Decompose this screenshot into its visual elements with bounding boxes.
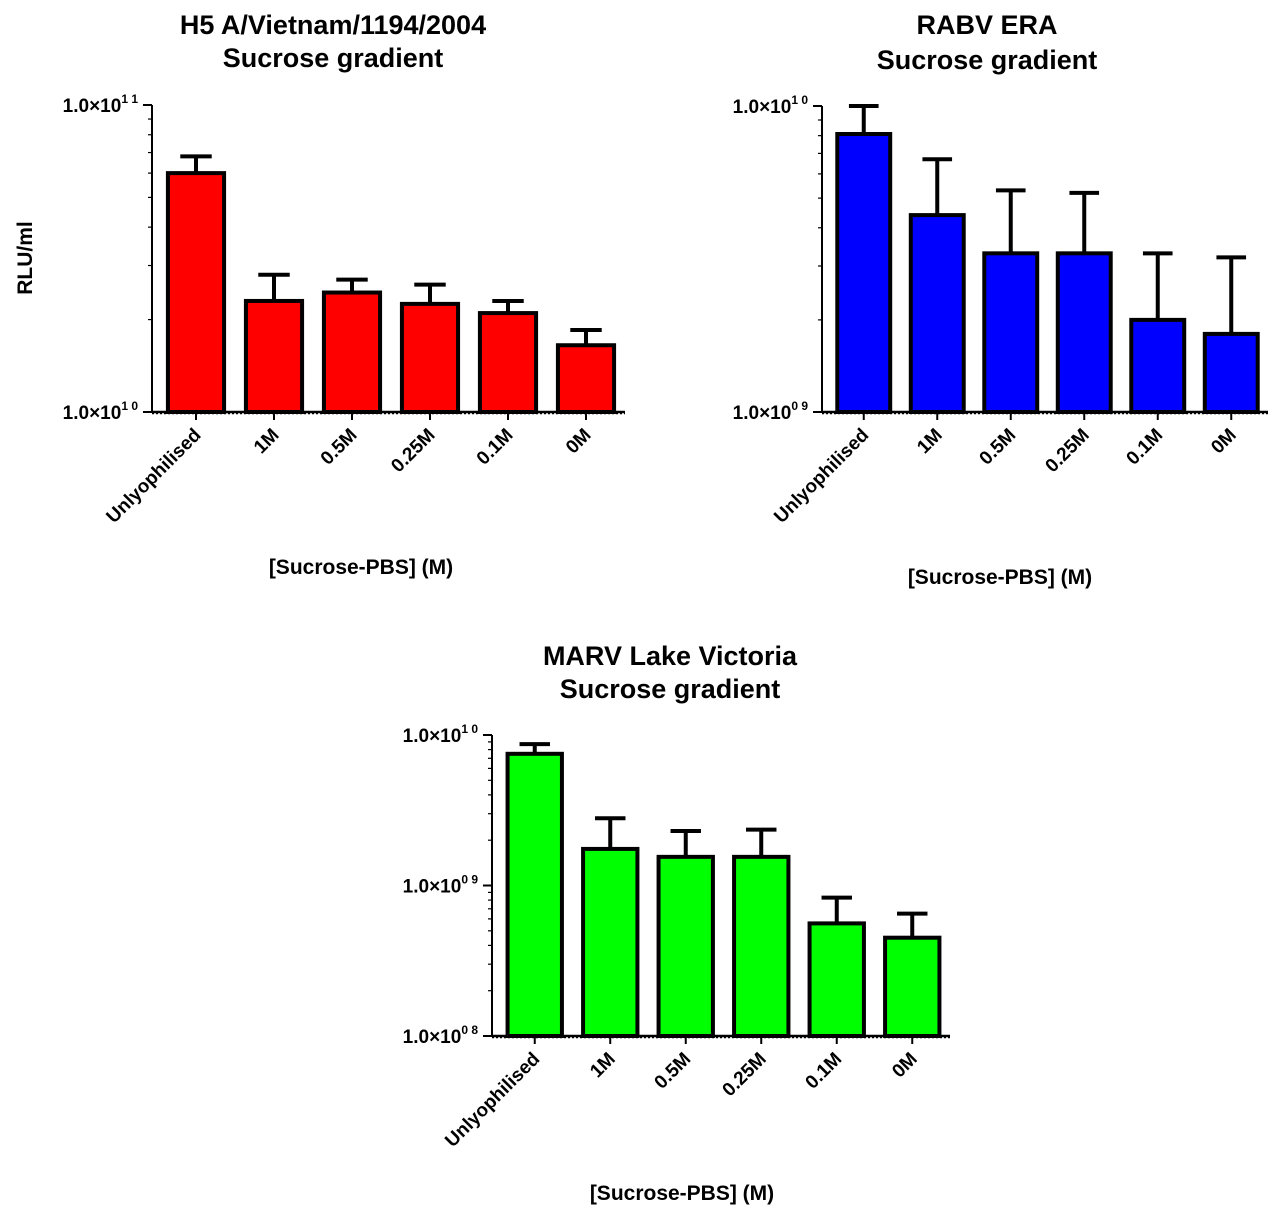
bar bbox=[1129, 317, 1187, 415]
bar bbox=[555, 343, 617, 414]
x-category-label: 0.1M bbox=[802, 1049, 847, 1094]
x-category-label: 1M bbox=[586, 1049, 620, 1083]
y-tick-exponent: 0 8 bbox=[461, 1023, 478, 1037]
x-category-label: 0.25M bbox=[387, 425, 439, 477]
chart-title-line: H5 A/Vietnam/1194/2004 bbox=[180, 10, 486, 40]
y-axis-label: RLU/ml bbox=[14, 221, 37, 295]
y-tick-label: 1.0×101 1 bbox=[63, 92, 139, 117]
bar bbox=[505, 751, 564, 1038]
y-tick-label: 1.0×101 0 bbox=[403, 722, 479, 747]
x-category-label: 0.5M bbox=[651, 1049, 696, 1094]
bar bbox=[908, 213, 966, 414]
x-category-label: 0.1M bbox=[1123, 425, 1168, 470]
chart-title-line: Sucrose gradient bbox=[560, 674, 781, 704]
x-category-label: Unlyophilised bbox=[103, 425, 206, 528]
x-axis-label: [Sucrose-PBS] (M) bbox=[590, 1182, 774, 1205]
x-category-label: 0.1M bbox=[473, 425, 518, 470]
bar bbox=[1202, 331, 1260, 415]
x-axis-label: [Sucrose-PBS] (M) bbox=[269, 556, 453, 579]
x-category-label: Unlyophilised bbox=[441, 1049, 544, 1152]
x-category-label: 1M bbox=[250, 425, 284, 459]
chart-title-line: MARV Lake Victoria bbox=[543, 641, 798, 671]
x-category-label: 0.5M bbox=[976, 425, 1021, 470]
y-tick-mantissa: 1.0×10 bbox=[63, 403, 122, 424]
y-tick-label: 1.0×101 0 bbox=[733, 93, 809, 118]
x-category-label: 0.25M bbox=[1042, 425, 1094, 477]
chart-title-line: RABV ERA bbox=[916, 10, 1057, 40]
bar bbox=[732, 854, 791, 1039]
y-tick-label: 1.0×100 8 bbox=[403, 1023, 479, 1048]
y-tick-mantissa: 1.0×10 bbox=[733, 97, 792, 118]
bar bbox=[835, 132, 893, 415]
bar bbox=[883, 935, 942, 1039]
bar bbox=[399, 301, 461, 415]
y-tick-mantissa: 1.0×10 bbox=[403, 1027, 462, 1048]
y-tick-label: 1.0×100 9 bbox=[403, 873, 479, 898]
y-tick-exponent: 0 9 bbox=[791, 399, 808, 413]
bar bbox=[581, 846, 640, 1039]
x-category-label: 0.5M bbox=[317, 425, 362, 470]
bar bbox=[982, 251, 1040, 414]
x-category-label: 0.25M bbox=[719, 1049, 771, 1101]
y-tick-exponent: 1 0 bbox=[461, 722, 478, 736]
y-tick-exponent: 1 0 bbox=[121, 399, 138, 413]
y-tick-mantissa: 1.0×10 bbox=[733, 403, 792, 424]
bar bbox=[165, 171, 227, 414]
x-axis-label: [Sucrose-PBS] (M) bbox=[908, 566, 1092, 589]
y-tick-mantissa: 1.0×10 bbox=[403, 726, 462, 747]
bar bbox=[1055, 251, 1113, 414]
x-category-label: Unlyophilised bbox=[770, 425, 873, 528]
bar bbox=[321, 290, 383, 414]
y-tick-label: 1.0×101 0 bbox=[63, 399, 139, 424]
x-category-label: 1M bbox=[913, 425, 947, 459]
chart-title-line: Sucrose gradient bbox=[223, 43, 444, 73]
y-tick-exponent: 0 9 bbox=[461, 873, 478, 887]
x-category-label: 0M bbox=[888, 1049, 922, 1083]
x-category-label: 0M bbox=[1207, 425, 1241, 459]
bar bbox=[243, 298, 305, 414]
bar bbox=[477, 311, 539, 414]
y-tick-label: 1.0×100 9 bbox=[733, 399, 809, 424]
bar bbox=[807, 921, 866, 1038]
bar bbox=[656, 854, 715, 1039]
chart-title-line: Sucrose gradient bbox=[877, 45, 1098, 75]
y-tick-mantissa: 1.0×10 bbox=[63, 96, 122, 117]
x-category-label: 0M bbox=[562, 425, 596, 459]
y-tick-mantissa: 1.0×10 bbox=[403, 877, 462, 898]
y-tick-exponent: 1 0 bbox=[791, 93, 808, 107]
y-tick-exponent: 1 1 bbox=[121, 92, 138, 106]
